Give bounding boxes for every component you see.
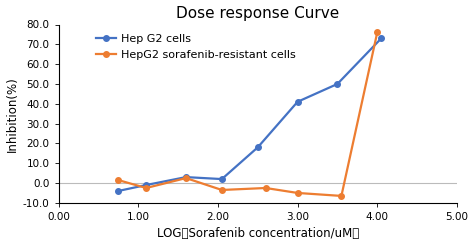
- Hep G2 cells: [116, 189, 121, 192]
- Y-axis label: Inhibition(%): Inhibition(%): [6, 76, 18, 152]
- X-axis label: LOG（Sorafenib concentration/uM）: LOG（Sorafenib concentration/uM）: [156, 228, 359, 240]
- Title: Dose response Curve: Dose response Curve: [176, 6, 339, 21]
- Hep G2 cells: [219, 178, 225, 181]
- Hep G2 cells: [295, 100, 301, 103]
- HepG2 sorafenib-resistant cells: [374, 31, 380, 34]
- Legend: Hep G2 cells, HepG2 sorafenib-resistant cells: Hep G2 cells, HepG2 sorafenib-resistant …: [96, 34, 296, 60]
- Hep G2 cells: [378, 37, 384, 40]
- HepG2 sorafenib-resistant cells: [143, 186, 149, 189]
- HepG2 sorafenib-resistant cells: [116, 179, 121, 182]
- Hep G2 cells: [183, 176, 189, 179]
- HepG2 sorafenib-resistant cells: [295, 191, 301, 194]
- Hep G2 cells: [335, 82, 340, 85]
- Hep G2 cells: [255, 146, 261, 149]
- HepG2 sorafenib-resistant cells: [263, 186, 269, 189]
- HepG2 sorafenib-resistant cells: [183, 177, 189, 180]
- Line: HepG2 sorafenib-resistant cells: HepG2 sorafenib-resistant cells: [116, 30, 380, 199]
- Line: Hep G2 cells: Hep G2 cells: [116, 36, 384, 194]
- HepG2 sorafenib-resistant cells: [219, 188, 225, 191]
- HepG2 sorafenib-resistant cells: [338, 194, 344, 197]
- Hep G2 cells: [143, 184, 149, 186]
